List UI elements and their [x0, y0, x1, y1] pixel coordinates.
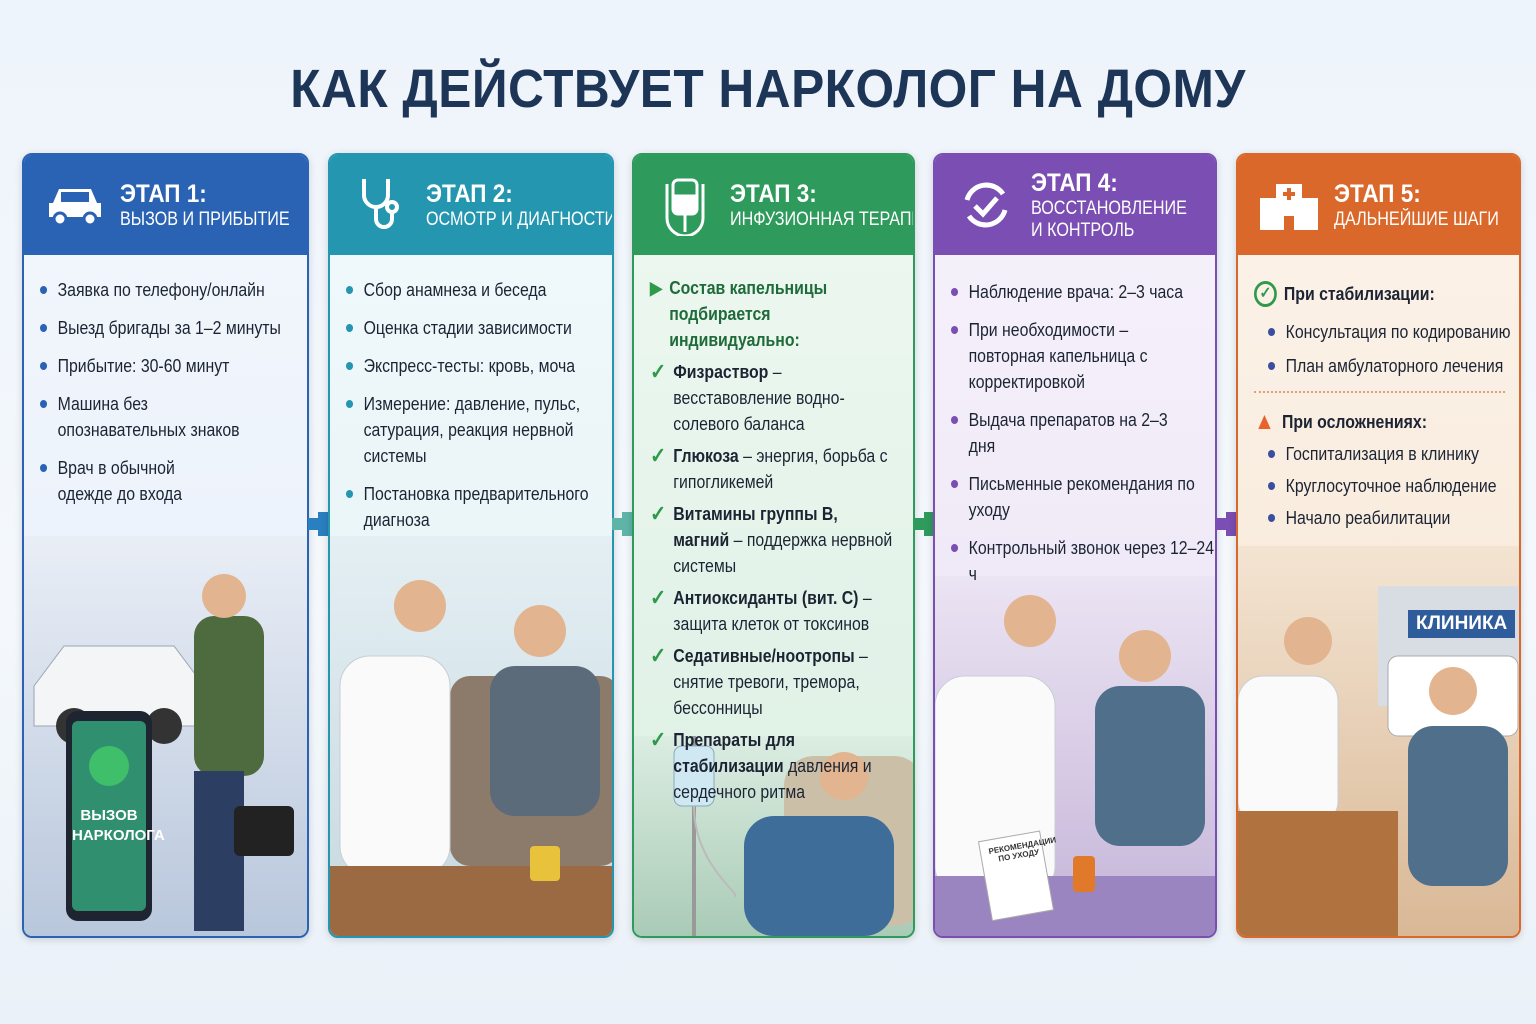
- iv-drip-icon: [650, 170, 720, 240]
- stage-3-panel: ЭТАП 3: ИНФУЗИОННАЯ ТЕРАПИЯ ▶ Состав капел…: [632, 153, 915, 938]
- list-item: Выезд бригады за 1–2 минуты: [40, 315, 289, 341]
- check-icon: ✓: [650, 643, 667, 668]
- list-item: Начало реабилитации: [1268, 505, 1515, 531]
- stage-1-panel: ЭТАП 1: ВЫЗОВ И ПРИБЫТИЕ Заявка по телефо…: [22, 153, 309, 938]
- stage-subtitle: ОСМОТР И ДИАГНОСТИКА: [426, 208, 612, 230]
- stage-subtitle: ВЫЗОВ И ПРИБЫТИЕ: [120, 208, 290, 230]
- list-item: ✓ Антиоксиданты (вит. С) – защита клеток …: [650, 585, 895, 637]
- stage-subtitle: ИНФУЗИОННАЯ ТЕРАПИЯ: [730, 208, 915, 230]
- stage-4-panel: ЭТАП 4: ВОССТАНОВЛЕНИЕ И КОНТРОЛЬ Наблюден…: [933, 153, 1217, 938]
- intro-text: ▶ Состав капельницы подбирается индивидуа…: [650, 278, 828, 350]
- divider: [1254, 391, 1505, 393]
- list-item: Машина без опознавательных знаков: [40, 391, 263, 443]
- list-item: Сбор анамнеза и беседа: [346, 277, 594, 303]
- stage-title: ЭТАП 3:: [730, 179, 817, 208]
- stage-subtitle: ДАЛЬНЕЙШИЕ ШАГИ: [1334, 208, 1499, 230]
- stage-5-panel: ЭТАП 5: ДАЛЬНЕЙШИЕ ШАГИ ✓ При стабилизации…: [1236, 153, 1521, 938]
- stage-title: ЭТАП 2:: [426, 179, 513, 208]
- check-circle-icon: ✓: [1254, 281, 1277, 307]
- check-icon: ✓: [650, 359, 667, 384]
- car-icon: [40, 170, 110, 240]
- list-item: Оценка стадии зависимости: [346, 315, 594, 341]
- list-item: Врач в обычной одежде до входа: [40, 455, 218, 507]
- stage-title: ЭТАП 5:: [1334, 179, 1421, 208]
- list-item: ✓ Глюкоза – энергия, борьба с гипогликеме…: [650, 443, 895, 495]
- stage-1-header: ЭТАП 1: ВЫЗОВ И ПРИБЫТИЕ: [24, 155, 307, 255]
- list-item: ✓ Витамины группы В, магний – поддержка н…: [650, 501, 895, 579]
- illustration-infusion: [634, 736, 913, 936]
- list-item: Измерение: давление, пульс, сатурация, р…: [346, 391, 594, 469]
- illustration-arrival: ВЫЗОВ НАРКОЛОГА: [24, 536, 307, 936]
- stage-subtitle: И КОНТРОЛЬ: [1031, 219, 1135, 241]
- stage-subtitle: ВОССТАНОВЛЕНИЕ: [1031, 197, 1187, 219]
- stage-title: ЭТАП 1:: [120, 179, 207, 208]
- stage-title: ЭТАП 4:: [1031, 168, 1118, 197]
- list-item: Госпитализация в клинику: [1268, 441, 1515, 467]
- warning-icon: ▲: [1254, 408, 1275, 435]
- list-item: Постановка предварительного диагноза: [346, 481, 603, 533]
- stable-heading: ✓ При стабилизации:: [1254, 281, 1501, 307]
- clinic-sign: КЛИНИКА: [1408, 610, 1516, 638]
- stethoscope-icon: [346, 170, 416, 240]
- page-title: КАК ДЕЙСТВУЕТ НАРКОЛОГ НА ДОМУ: [290, 59, 1246, 119]
- list-item: Прибытие: 30-60 минут: [40, 353, 289, 379]
- list-item: План амбулаторного лечения: [1268, 353, 1515, 379]
- list-item: Заявка по телефону/онлайн: [40, 277, 289, 303]
- list-item: Письменные рекомендания по уходу: [951, 471, 1215, 523]
- check-icon: ✓: [650, 501, 667, 526]
- list-item: Контрольный звонок через 12–24 ч: [951, 535, 1215, 587]
- illustration-recovery: РЕКОМЕНДАЦИИ ПО УХОДУ: [935, 576, 1215, 936]
- recovery-check-icon: [951, 170, 1021, 240]
- check-icon: ✓: [650, 727, 667, 752]
- check-icon: ✓: [650, 585, 667, 610]
- complication-heading: ▲ При осложнениях:: [1254, 408, 1427, 435]
- check-icon: ✓: [650, 443, 667, 468]
- list-item: Экспресс-тесты: кровь, моча: [346, 353, 594, 379]
- stage-2-panel: ЭТАП 2:ОСМОТР И ДИАГНОСТИКА Сбор анамнез…: [328, 153, 614, 938]
- list-item: При необходимости – повторная капельница…: [951, 317, 1182, 395]
- list-item: ✓ Седативные/ноотропы – снятие тревоги, т…: [650, 643, 895, 721]
- illustration-clinic: КЛИНИКА: [1238, 546, 1519, 936]
- list-item: Круглосуточное наблюдение: [1268, 473, 1515, 499]
- list-item: Консультация по кодированию: [1268, 319, 1515, 345]
- list-item: Выдача препаратов на 2–3 дня: [951, 407, 1197, 459]
- phone-call-label: ВЫЗОВ НАРКОЛОГА: [72, 807, 165, 844]
- hospital-icon: [1254, 170, 1324, 240]
- list-item: ✓ Физраствор – весставовление водно-солев…: [650, 359, 895, 437]
- list-item: ✓ Препараты для стабилизации давления и с…: [650, 727, 895, 805]
- illustration-examination: [330, 536, 612, 936]
- list-item: Наблюдение врача: 2–3 часа: [951, 279, 1197, 305]
